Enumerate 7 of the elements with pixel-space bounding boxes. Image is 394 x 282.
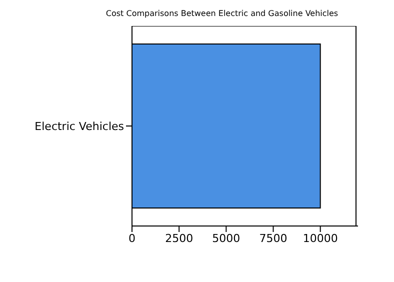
x-tick-label: 2500 xyxy=(165,232,194,245)
chart-title: Cost Comparisons Between Electric and Gasoline Vehicles xyxy=(104,9,340,18)
y-tick-label: Electric Vehicles xyxy=(34,120,124,133)
x-tick-label: 10000 xyxy=(302,232,338,245)
x-tick-label: 5000 xyxy=(212,232,240,245)
x-tick-label: 0 xyxy=(128,232,136,245)
x-tick-label: 7500 xyxy=(259,232,288,245)
